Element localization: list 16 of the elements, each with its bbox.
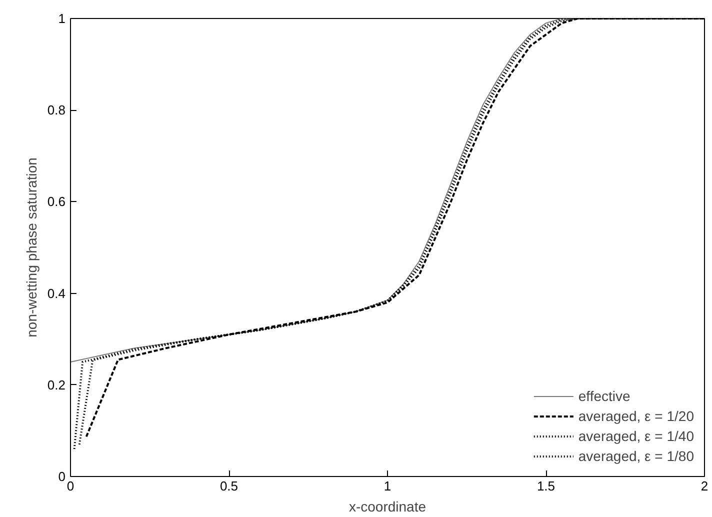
legend-label: averaged, ε = 1/80: [578, 448, 694, 464]
y-tick-label: 0.6: [47, 194, 66, 210]
y-tick-label: 0.4: [47, 286, 66, 301]
x-axis-title: x-coordinate: [348, 498, 426, 514]
y-axis-title: non-wetting phase saturation: [23, 158, 40, 338]
legend-label: effective: [578, 388, 630, 404]
x-tick-label: 1.5: [536, 478, 556, 494]
legend-label: averaged, ε = 1/40: [578, 428, 694, 444]
y-tick-label: 1: [58, 11, 66, 26]
legend-label: averaged, ε = 1/20: [578, 408, 694, 424]
y-tick-label: 0.8: [47, 102, 66, 118]
x-tick-label: 2: [700, 478, 708, 494]
y-tick-label: 0: [58, 469, 66, 484]
x-tick-label: 0.5: [220, 478, 238, 494]
y-tick-label: 0.2: [47, 377, 66, 392]
x-tick-label: 1: [384, 478, 392, 494]
